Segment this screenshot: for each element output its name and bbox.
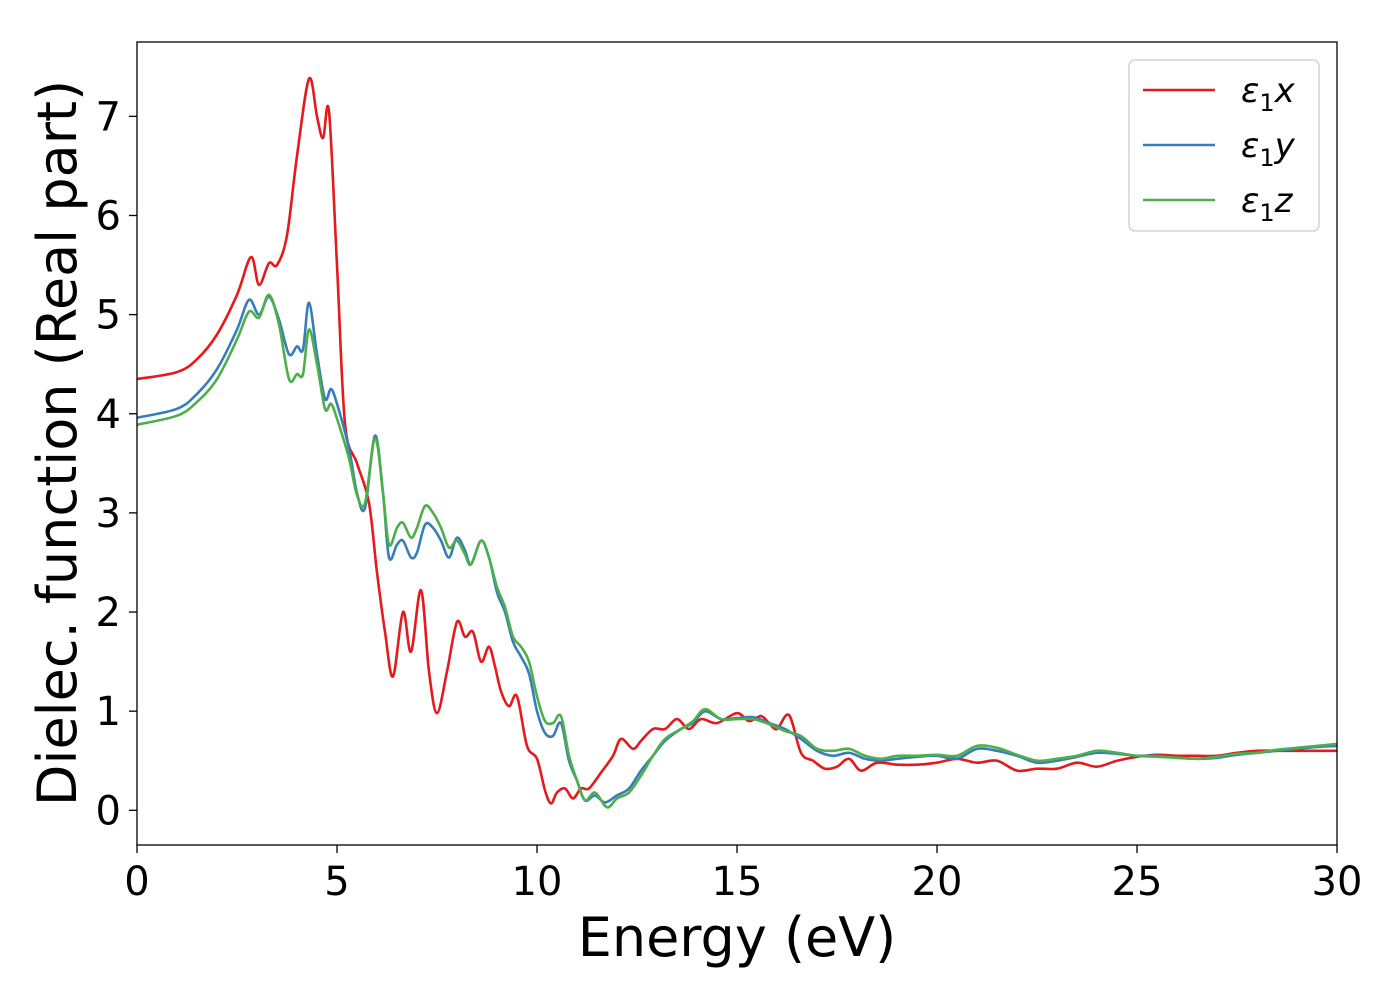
y-tick-label: 5 (96, 293, 121, 339)
series-line-z (136, 293, 1338, 809)
series-line-x (136, 76, 1337, 805)
legend-entry-x: ε1x (1241, 71, 1296, 117)
x-tick-label: 15 (712, 859, 763, 905)
y-tick-label: 1 (96, 689, 121, 735)
y-tick-label: 3 (96, 491, 121, 537)
x-tick-label: 20 (912, 859, 963, 905)
legend-box (1128, 59, 1320, 232)
y-tick-label: 6 (96, 193, 121, 239)
y-tick-label: 7 (96, 94, 121, 140)
x-tick-label: 30 (1312, 859, 1363, 905)
series-line-y (136, 295, 1338, 804)
x-axis-ticks: 0 5 10 15 20 25 30 (124, 845, 1362, 905)
x-tick-label: 0 (124, 859, 149, 905)
series-lines (136, 76, 1338, 809)
x-tick-label: 10 (512, 859, 563, 905)
legend-entry-y: ε1y (1241, 126, 1296, 172)
x-tick-label: 25 (1112, 859, 1163, 905)
x-axis-label: Energy (eV) (578, 906, 897, 969)
legend-entry-z: ε1z (1241, 181, 1294, 227)
y-tick-label: 0 (96, 788, 121, 834)
y-axis-ticks: 0 1 2 3 4 5 6 7 (96, 94, 137, 834)
x-tick-label: 5 (324, 859, 349, 905)
y-tick-label: 2 (96, 590, 121, 636)
y-tick-label: 4 (96, 392, 121, 438)
y-axis-label: Dielec. function (Real part) (26, 80, 89, 806)
legend: ε1x ε1y ε1z (1128, 59, 1320, 232)
